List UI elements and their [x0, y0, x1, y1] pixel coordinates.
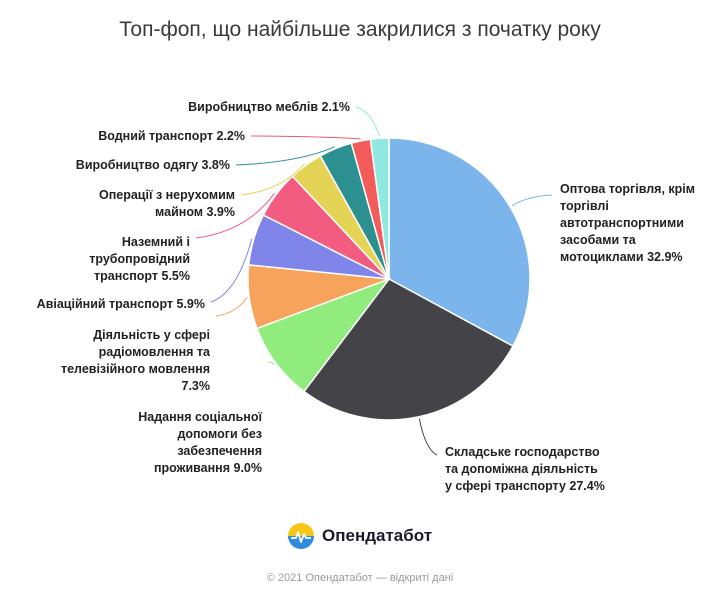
data-label-line: мотоциклами 32.9% — [560, 250, 683, 264]
data-label-line: у сфері транспорту 27.4% — [445, 479, 605, 493]
data-label-1: Оптова торгівля, крім торгівлі автотранспо… — [560, 181, 710, 266]
data-label-8: Виробництво одягу 3.8% — [30, 157, 230, 174]
label-connector-10 — [355, 106, 381, 137]
brand-name: Опендатабот — [322, 526, 433, 545]
data-label-10: Виробництво меблів 2.1% — [150, 99, 350, 116]
data-label-line: транспорт 5.5% — [94, 269, 190, 283]
label-connector-9 — [250, 135, 361, 140]
label-connector-4 — [215, 297, 248, 317]
label-connector-3 — [267, 361, 275, 365]
pie-chart — [195, 106, 553, 456]
data-label-line: Оптова торгівля, крім — [560, 182, 696, 196]
data-label-line: Виробництво меблів 2.1% — [188, 100, 350, 114]
data-label-line: Виробництво одягу 3.8% — [75, 158, 230, 172]
opendatabot-logo-icon — [288, 523, 314, 549]
data-label-line: Операції з нерухомим — [98, 188, 235, 202]
pie-slice-2[interactable] — [302, 278, 514, 421]
data-label-line: Діяльність у сфері — [93, 328, 210, 342]
data-label-4: Діяльність у сфері радіомовлення та телеві… — [40, 327, 210, 395]
label-connector-5 — [210, 238, 253, 303]
data-label-2: Складське господарство та допоміжна діяль… — [445, 444, 625, 495]
footer-credit: © 2021 Опендатабот — відкриті дані — [266, 572, 454, 584]
data-label-3: Надання соціальної допомоги без забезпечен… — [122, 409, 262, 477]
data-label-5: Авіаційний транспорт 5.9% — [15, 296, 205, 313]
data-label-line: майном 3.9% — [155, 205, 235, 219]
data-label-line: торгівлі — [560, 199, 609, 213]
pie-slice-3[interactable] — [255, 277, 392, 393]
data-label-line: Авіаційний транспорт 5.9% — [36, 297, 205, 311]
data-label-line: Надання соціальної — [138, 410, 262, 424]
data-label-line: автотранспортними — [560, 216, 684, 230]
pie-slices — [247, 137, 531, 421]
data-label-line: трубопровідний — [89, 252, 190, 266]
pie-slice-10[interactable] — [369, 137, 390, 280]
brand-logo[interactable]: Опендатабот — [286, 520, 432, 552]
data-label-line: телевізійного мовлення — [60, 362, 210, 376]
data-label-line: проживання 9.0% — [153, 461, 262, 475]
data-label-line: 7.3% — [181, 379, 211, 393]
label-connectors — [195, 106, 553, 456]
data-label-7: Операції з нерухомим майном 3.9% — [40, 187, 235, 221]
data-label-6: Наземний і трубопровідний транспорт 5.5% — [60, 234, 190, 285]
data-label-line: Складське господарство — [445, 445, 600, 459]
label-connector-6 — [195, 192, 276, 239]
data-label-line: засобами та — [560, 233, 636, 247]
data-label-line: Наземний і — [121, 235, 190, 249]
data-label-line: допомоги без — [177, 427, 262, 441]
data-label-line: Водний транспорт 2.2% — [98, 129, 245, 143]
data-label-9: Водний транспорт 2.2% — [70, 128, 245, 145]
label-connector-8 — [235, 146, 335, 166]
data-label-line: забезпечення — [177, 444, 262, 458]
data-label-line: радіомовлення та — [98, 345, 210, 359]
data-label-line: та допоміжна діяльність — [445, 462, 598, 476]
label-connector-2 — [418, 418, 438, 456]
label-connector-7 — [240, 163, 305, 196]
chart-title: Топ-фоп, що найбільше закрилися з початк… — [119, 18, 601, 41]
pie-slice-1[interactable] — [388, 137, 531, 348]
label-connector-1 — [511, 194, 553, 207]
